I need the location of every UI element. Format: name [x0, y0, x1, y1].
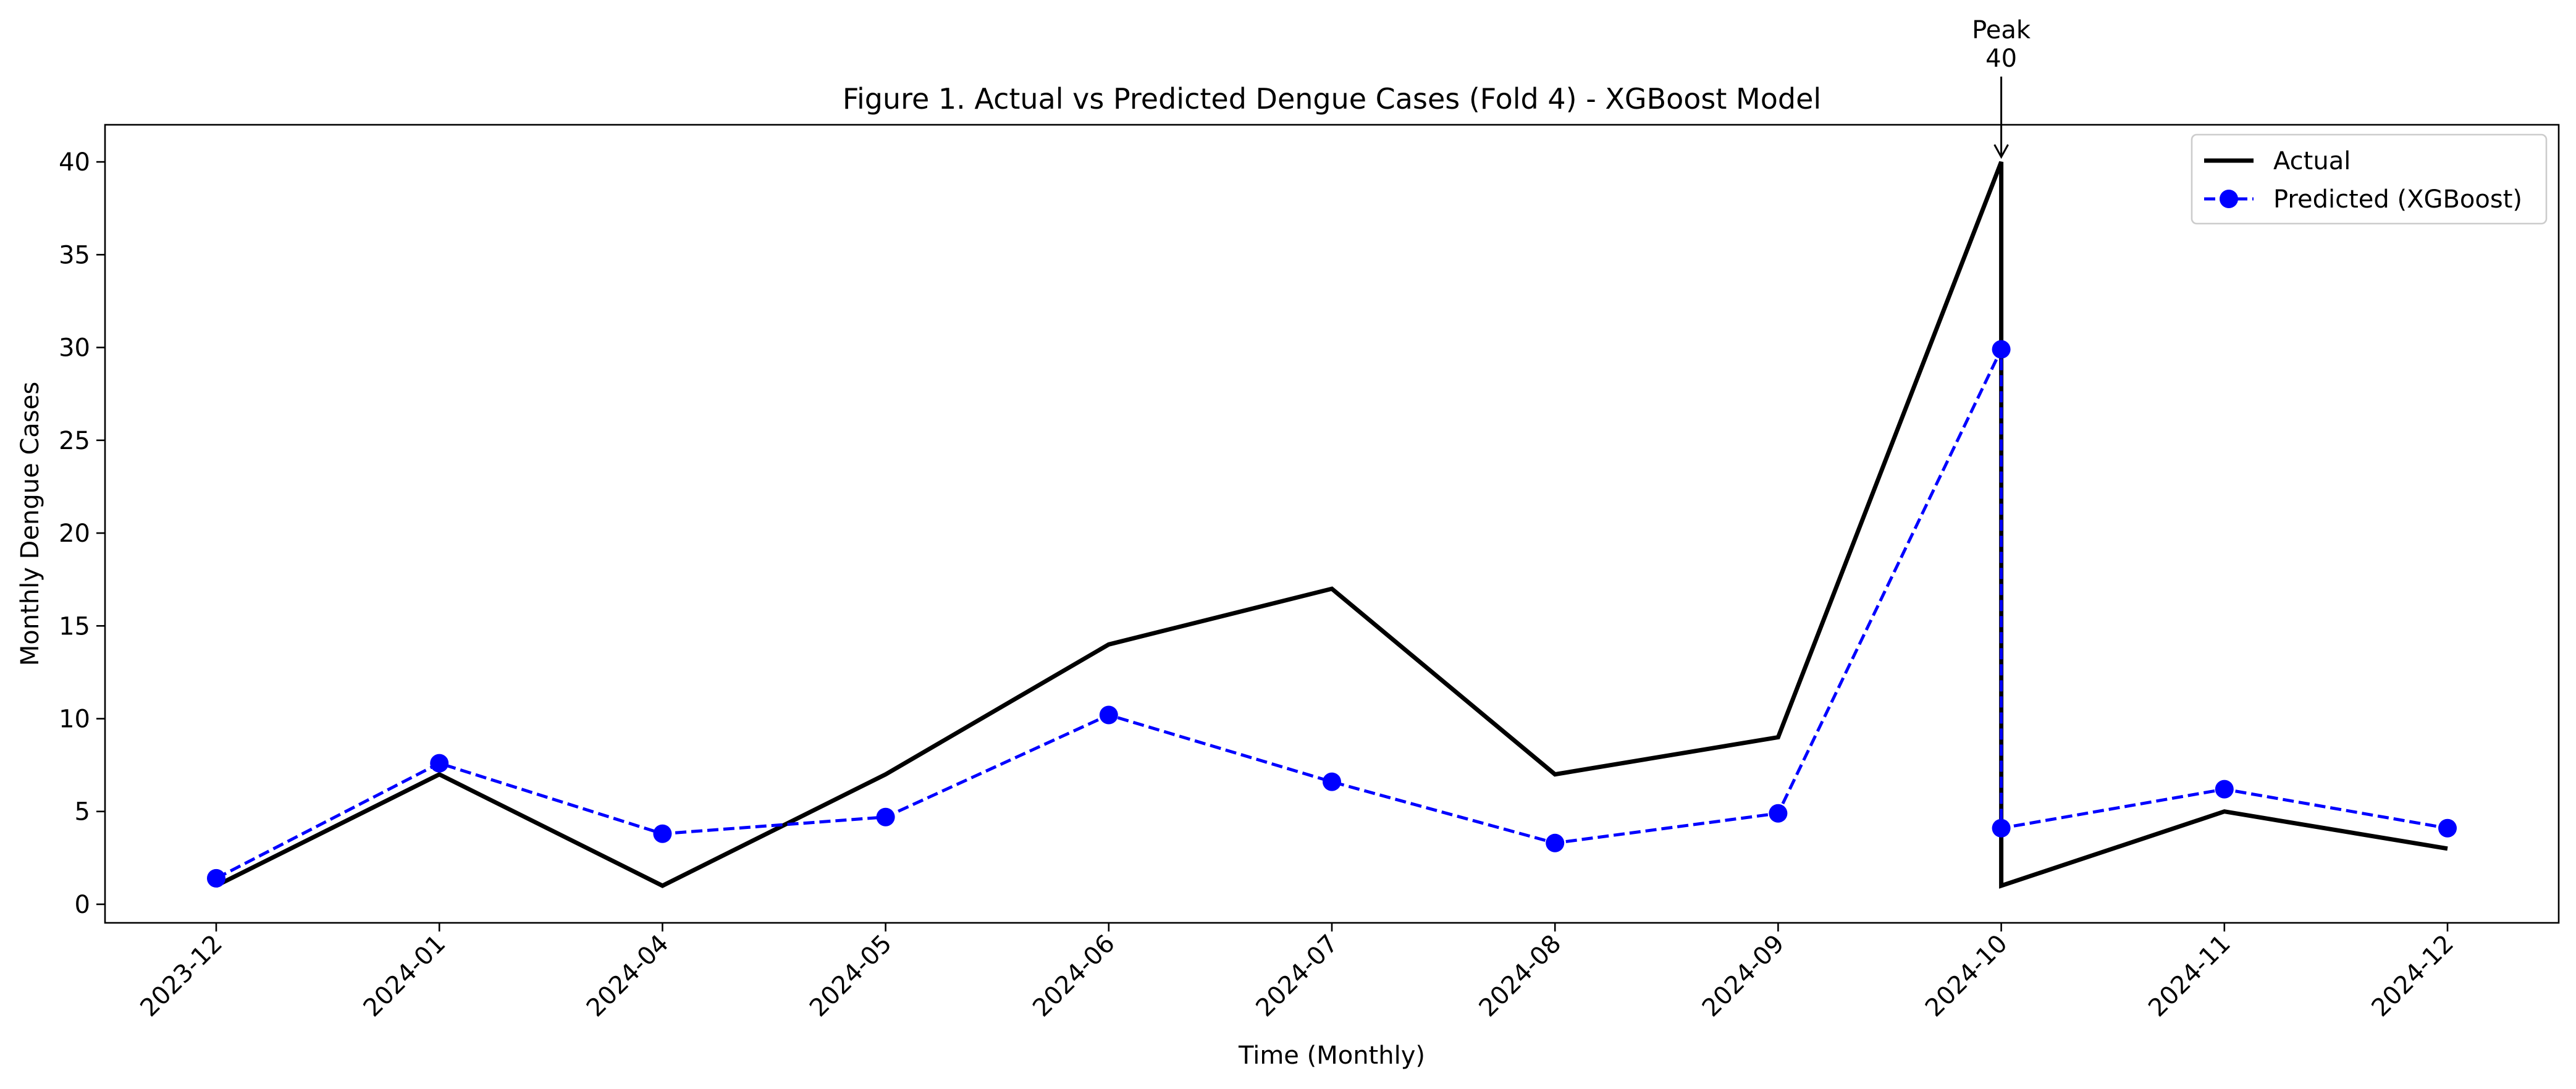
x-tick-label: 2023-12	[135, 930, 228, 1023]
predicted-point	[1992, 818, 2011, 838]
x-tick-label: 2024-09	[1697, 930, 1790, 1023]
predicted-point	[876, 807, 895, 826]
x-tick-label: 2024-08	[1474, 930, 1567, 1023]
predicted-line	[215, 348, 2448, 880]
y-tick-label: 20	[59, 519, 90, 548]
x-tick-label: 2024-11	[2143, 930, 2236, 1023]
legend-label-predicted: Predicted (XGBoost)	[2273, 185, 2522, 214]
y-tick-label: 15	[59, 612, 90, 641]
predicted-point	[2215, 780, 2234, 799]
x-tick-label: 2024-06	[1027, 930, 1121, 1023]
y-tick-label: 0	[75, 891, 90, 919]
x-tick-label: 2024-10	[1920, 930, 2013, 1023]
x-tick-label: 2024-04	[581, 930, 675, 1023]
y-tick-label: 30	[59, 334, 90, 363]
x-tick-label: 2024-01	[358, 930, 452, 1023]
x-tick-label: 2024-12	[2366, 930, 2459, 1023]
plot-frame	[104, 124, 2560, 924]
predicted-point	[430, 754, 449, 773]
predicted-point	[1992, 340, 2011, 359]
y-axis-label: Monthly Dengue Cases	[16, 382, 44, 666]
peak-arrow-head	[1993, 144, 2009, 159]
predicted-point	[1099, 705, 1118, 725]
x-tick-label: 2024-07	[1250, 930, 1344, 1023]
legend-marker	[2220, 190, 2238, 208]
predicted-point	[1323, 772, 1341, 791]
y-tick-label: 5	[75, 798, 90, 826]
peak-annotation-value: 40	[1985, 44, 2017, 73]
predicted-point	[207, 868, 225, 888]
y-tick-label: 40	[59, 148, 90, 177]
x-tick-label: 2024-05	[804, 930, 898, 1023]
legend-box	[2191, 133, 2548, 225]
legend-label-actual: Actual	[2273, 147, 2351, 175]
predicted-point	[653, 824, 672, 843]
actual-line	[215, 161, 2448, 889]
y-tick-label: 10	[59, 705, 90, 733]
y-tick-label: 35	[59, 241, 90, 269]
peak-annotation-label: Peak	[1972, 16, 2031, 44]
predicted-point	[1769, 804, 1788, 823]
predicted-point	[1546, 833, 1565, 852]
y-tick-label: 25	[59, 427, 90, 455]
predicted-point	[2438, 818, 2457, 838]
legend: Actual Predicted (XGBoost)	[2191, 133, 2548, 225]
chart-title: Figure 1. Actual vs Predicted Dengue Cas…	[843, 82, 1821, 116]
x-axis-label: Time (Monthly)	[1238, 1041, 1425, 1070]
